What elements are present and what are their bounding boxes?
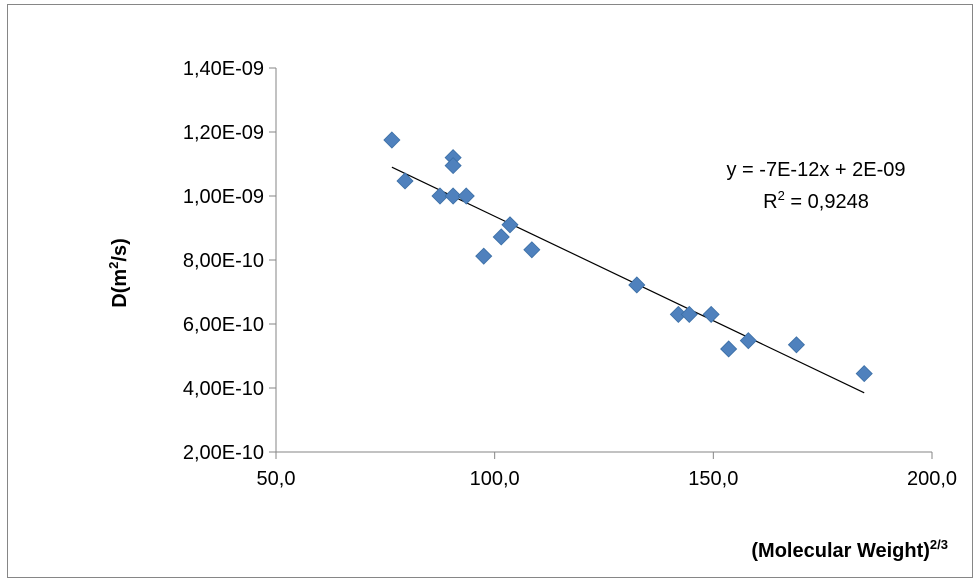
y-tick-label: 1,40E-09: [183, 58, 264, 80]
data-point: [457, 187, 475, 205]
data-point: [720, 340, 738, 358]
data-point: [396, 172, 414, 190]
x-tick-label: 100,0: [470, 468, 520, 490]
trendline: [391, 166, 865, 394]
y-tick-label: 4,00E-10: [183, 378, 264, 400]
y-tick-label: 6,00E-10: [183, 314, 264, 336]
data-point: [855, 365, 873, 383]
y-tick-label: 8,00E-10: [183, 250, 264, 272]
data-point: [444, 187, 462, 205]
data-point: [383, 131, 401, 149]
x-axis: 50,0 100,0 150,0 200,0: [257, 451, 957, 490]
x-axis-title: (Molecular Weight)2/3: [751, 537, 948, 562]
trendline-group: [391, 166, 865, 394]
scatter-chart: 2,00E-10 4,00E-10 6,00E-10 8,00E-10 1,00E-09…: [106, 58, 957, 562]
data-point: [523, 241, 541, 259]
data-point: [501, 216, 519, 234]
data-point: [787, 336, 805, 354]
data-point: [680, 305, 698, 323]
r-squared-label: R2 = 0,9248: [763, 188, 869, 213]
data-point: [475, 247, 493, 265]
y-tick-label: 2,00E-10: [183, 442, 264, 464]
y-tick-label: 1,20E-09: [183, 122, 264, 144]
data-point: [492, 228, 510, 246]
chart-area: 2,00E-10 4,00E-10 6,00E-10 8,00E-10 1,00E-09…: [7, 4, 973, 578]
y-axis-title: D(m2/s): [106, 238, 131, 307]
data-point: [431, 187, 449, 205]
data-point: [628, 276, 646, 294]
data-point: [739, 332, 757, 350]
y-axis: 2,00E-10 4,00E-10 6,00E-10 8,00E-10 1,00E-09…: [183, 58, 277, 464]
data-points: [383, 131, 873, 383]
data-point: [444, 157, 462, 175]
data-point: [702, 305, 720, 323]
trendline-equation: y = -7E-12x + 2E-09: [727, 159, 906, 181]
x-tick-label: 50,0: [257, 468, 296, 490]
x-tick-label: 150,0: [688, 468, 738, 490]
y-tick-label: 1,00E-09: [183, 186, 264, 208]
x-tick-label: 200,0: [907, 468, 957, 490]
